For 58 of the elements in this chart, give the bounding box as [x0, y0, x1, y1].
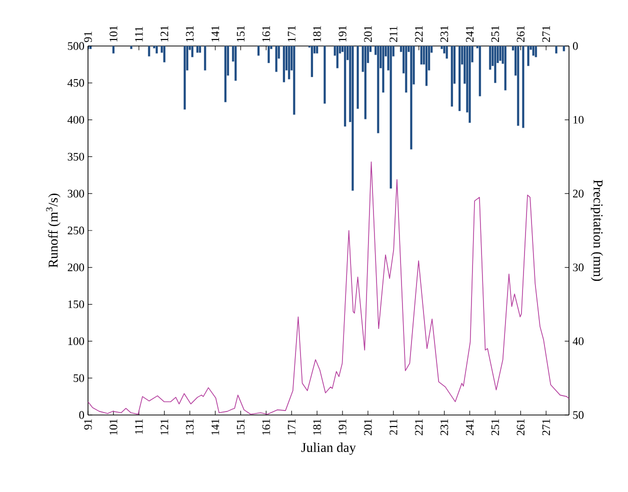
x-axis-title: Julian day [301, 442, 356, 455]
x2-tick-label: 221 [415, 419, 423, 436]
x2-tick-label: 181 [313, 419, 321, 435]
x-tick-label: 211 [390, 26, 398, 42]
y-tick-label: 250 [68, 226, 84, 234]
x2-tick-label: 171 [288, 419, 296, 435]
x-tick-label: 271 [542, 26, 550, 42]
x-tick-label: 261 [516, 26, 524, 42]
x2-tick-label: 241 [466, 419, 474, 436]
x-tick-label: 241 [466, 26, 474, 42]
y-tick-label: 350 [68, 152, 84, 161]
x2-tick-label: 271 [542, 419, 550, 436]
x-tick-label: 191 [338, 26, 346, 42]
x-tick-label: 141 [211, 26, 220, 42]
x2-tick-label: 91 [84, 419, 92, 430]
x2-tick-label: 141 [211, 419, 220, 435]
y2-tick-label: 20 [573, 190, 584, 198]
x-tick-label: 101 [110, 26, 118, 42]
y2-tick-label: 30 [573, 264, 584, 272]
x2-tick-label: 111 [135, 419, 143, 434]
y-axis-title: Runoff (m$^{3}$/s) [46, 194, 60, 268]
x-tick-label: 231 [440, 26, 448, 42]
y-tick-label: 450 [68, 79, 84, 87]
y-tick-label: 200 [68, 264, 84, 272]
x-tick-label: 111 [135, 26, 143, 42]
x2-tick-label: 121 [160, 419, 168, 435]
x2-tick-label: 161 [262, 419, 270, 435]
x-tick-label: 151 [236, 26, 245, 42]
x-tick-label: 131 [186, 26, 194, 42]
y-tick-label: 100 [68, 337, 84, 346]
y2-tick-label: 50 [573, 411, 584, 419]
y-tick-label: 150 [68, 300, 84, 308]
y2-tick-label: 10 [574, 116, 584, 124]
x2-tick-label: 201 [364, 419, 372, 436]
x2-tick-label: 101 [110, 419, 118, 435]
x-tick-label: 221 [415, 26, 423, 42]
x-tick-label: 251 [491, 26, 500, 42]
y-tick-label: 500 [68, 42, 84, 50]
x-tick-label: 181 [313, 26, 321, 42]
y-tick-label: 0 [79, 411, 84, 419]
x2-tick-label: 131 [186, 419, 194, 435]
x-tick-label: 171 [288, 26, 296, 42]
x2-tick-label: 211 [390, 419, 398, 435]
x2-tick-label: 231 [440, 419, 448, 436]
y-tick-label: 50 [74, 374, 84, 382]
y2-tick-label: 0 [572, 42, 578, 50]
x2-tick-label: 151 [236, 419, 245, 435]
x2-tick-label: 251 [491, 419, 500, 436]
x2-tick-label: 261 [516, 419, 524, 436]
x2-tick-label: 191 [338, 419, 346, 435]
y-tick-label: 300 [68, 190, 84, 198]
x-tick-label: 201 [364, 26, 372, 42]
y2-axis-title: Precipitation (mm) [590, 180, 604, 281]
y2-tick-label: 40 [572, 337, 584, 346]
x-tick-label: 161 [262, 26, 270, 42]
x-tick-label: 121 [160, 26, 168, 42]
x-tick-label: 91 [84, 32, 92, 42]
y-tick-label: 400 [68, 116, 84, 124]
